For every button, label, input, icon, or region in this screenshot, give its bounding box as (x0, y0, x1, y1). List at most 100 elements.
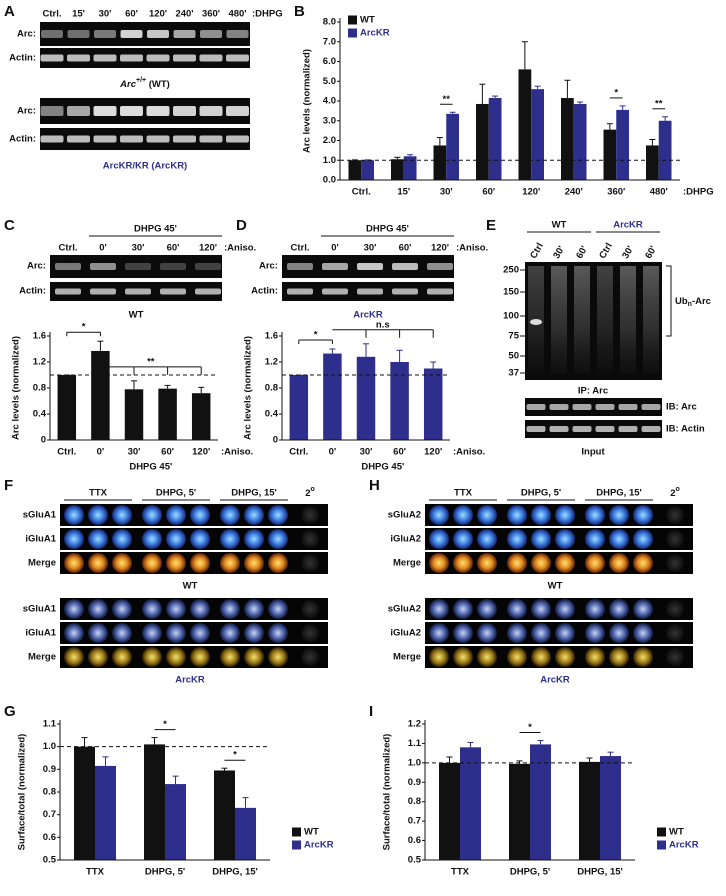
blot-band (160, 288, 186, 295)
dot-well (453, 529, 473, 549)
blot-band (595, 404, 615, 410)
dot-well (585, 505, 605, 525)
input-label: Input (581, 447, 605, 458)
row-label: Arc: (17, 106, 36, 117)
dot-well (190, 553, 210, 573)
blot-band (147, 30, 169, 38)
caption: WT (129, 310, 144, 321)
bar (579, 761, 600, 860)
dot-well (166, 529, 186, 549)
dot-well (429, 529, 449, 549)
lane-label: 30' (132, 243, 145, 254)
ip-label: IP: Arc (578, 386, 608, 397)
lane-label: Ctrl (597, 241, 615, 261)
blot-band (90, 288, 116, 295)
x-tick-label: 0' (97, 447, 105, 458)
error-bar (396, 349, 403, 362)
bar (158, 388, 177, 440)
blot-band (200, 30, 222, 38)
blot-band (125, 288, 151, 295)
significance-label: * (614, 87, 618, 98)
significance-label: ** (655, 98, 663, 109)
dot-well (88, 529, 108, 549)
row-label: Arc: (17, 29, 36, 40)
error-bar (479, 83, 486, 104)
bar (573, 103, 587, 180)
dot-well (633, 529, 653, 549)
treatment-label: DHPG 45' (134, 224, 177, 235)
dot-well (477, 553, 497, 573)
caption-suffix: (WT) (146, 79, 170, 90)
dot-well (244, 529, 264, 549)
panel-letter: I (369, 703, 373, 720)
blot-band (641, 404, 661, 410)
error-bar (102, 756, 109, 766)
y-tick-label: 0.4 (33, 409, 47, 420)
y-tick-label: 0.8 (408, 796, 421, 807)
dot-well (609, 529, 629, 549)
dot-well (88, 505, 108, 525)
bar (124, 389, 144, 440)
y-tick-label: 0.0 (323, 175, 336, 186)
y-tick-label: 1.6 (33, 331, 46, 342)
lane-label: 240' (175, 9, 193, 20)
bar (348, 160, 362, 180)
row-label: Arc: (259, 261, 278, 272)
dot-well (609, 623, 629, 643)
blot-band (226, 30, 249, 38)
bar (214, 770, 235, 860)
blot-band (94, 30, 116, 38)
error-bar (577, 101, 584, 104)
error-bar (363, 343, 369, 357)
blot-band (93, 106, 117, 116)
y-tick-label: 0.6 (43, 832, 56, 843)
dot-well (190, 505, 210, 525)
blot-band (595, 426, 615, 432)
significance-label: ** (443, 94, 451, 105)
lane-label: 120' (199, 243, 217, 254)
caption-gene: Arc (119, 79, 137, 90)
blot-band (146, 106, 170, 116)
dot-well (112, 623, 132, 643)
dot-well (666, 554, 684, 572)
error-bar (221, 767, 228, 771)
dot-well (190, 623, 210, 643)
y-tick-label: 0 (41, 435, 46, 446)
dot-well (166, 505, 186, 525)
blot-band (67, 106, 90, 116)
dot-well (220, 553, 240, 573)
row-label: iGluA2 (390, 534, 421, 545)
row-label: sGluA2 (388, 510, 421, 521)
y-tick-label: 7.0 (323, 36, 336, 47)
dot-well (531, 529, 551, 549)
dot-well (429, 647, 449, 667)
dot-well (268, 623, 288, 643)
y-tick-label: 0 (273, 435, 278, 446)
x-tick-label: 60' (161, 447, 174, 458)
caption: ArcKR (540, 675, 570, 686)
row-label: iGluA1 (25, 628, 56, 639)
dot-well (220, 623, 240, 643)
panel-letter: C (4, 217, 15, 234)
dot-well (555, 599, 575, 619)
blot-band (120, 106, 143, 116)
dot-well (301, 648, 319, 666)
y-tick-label: 4.0 (323, 96, 336, 107)
column-header: DHPG, 5' (521, 488, 561, 499)
legend-label: ArcKR (360, 28, 390, 39)
caption: ArcKR/KR (ArcKR) (103, 161, 187, 172)
caption: ArcKR (353, 310, 383, 321)
blot-band (199, 135, 223, 143)
blot-band (41, 30, 63, 38)
bar (361, 160, 374, 180)
bar (446, 113, 459, 180)
row-label: sGluA1 (23, 510, 57, 521)
bar (616, 109, 629, 180)
error-bar (619, 105, 626, 110)
dot-well (507, 599, 527, 619)
dot-well (507, 553, 527, 573)
dot-well (555, 505, 575, 525)
x-tick-label: 60' (393, 447, 406, 458)
bar (390, 362, 409, 440)
lane-label: 0' (99, 243, 107, 254)
